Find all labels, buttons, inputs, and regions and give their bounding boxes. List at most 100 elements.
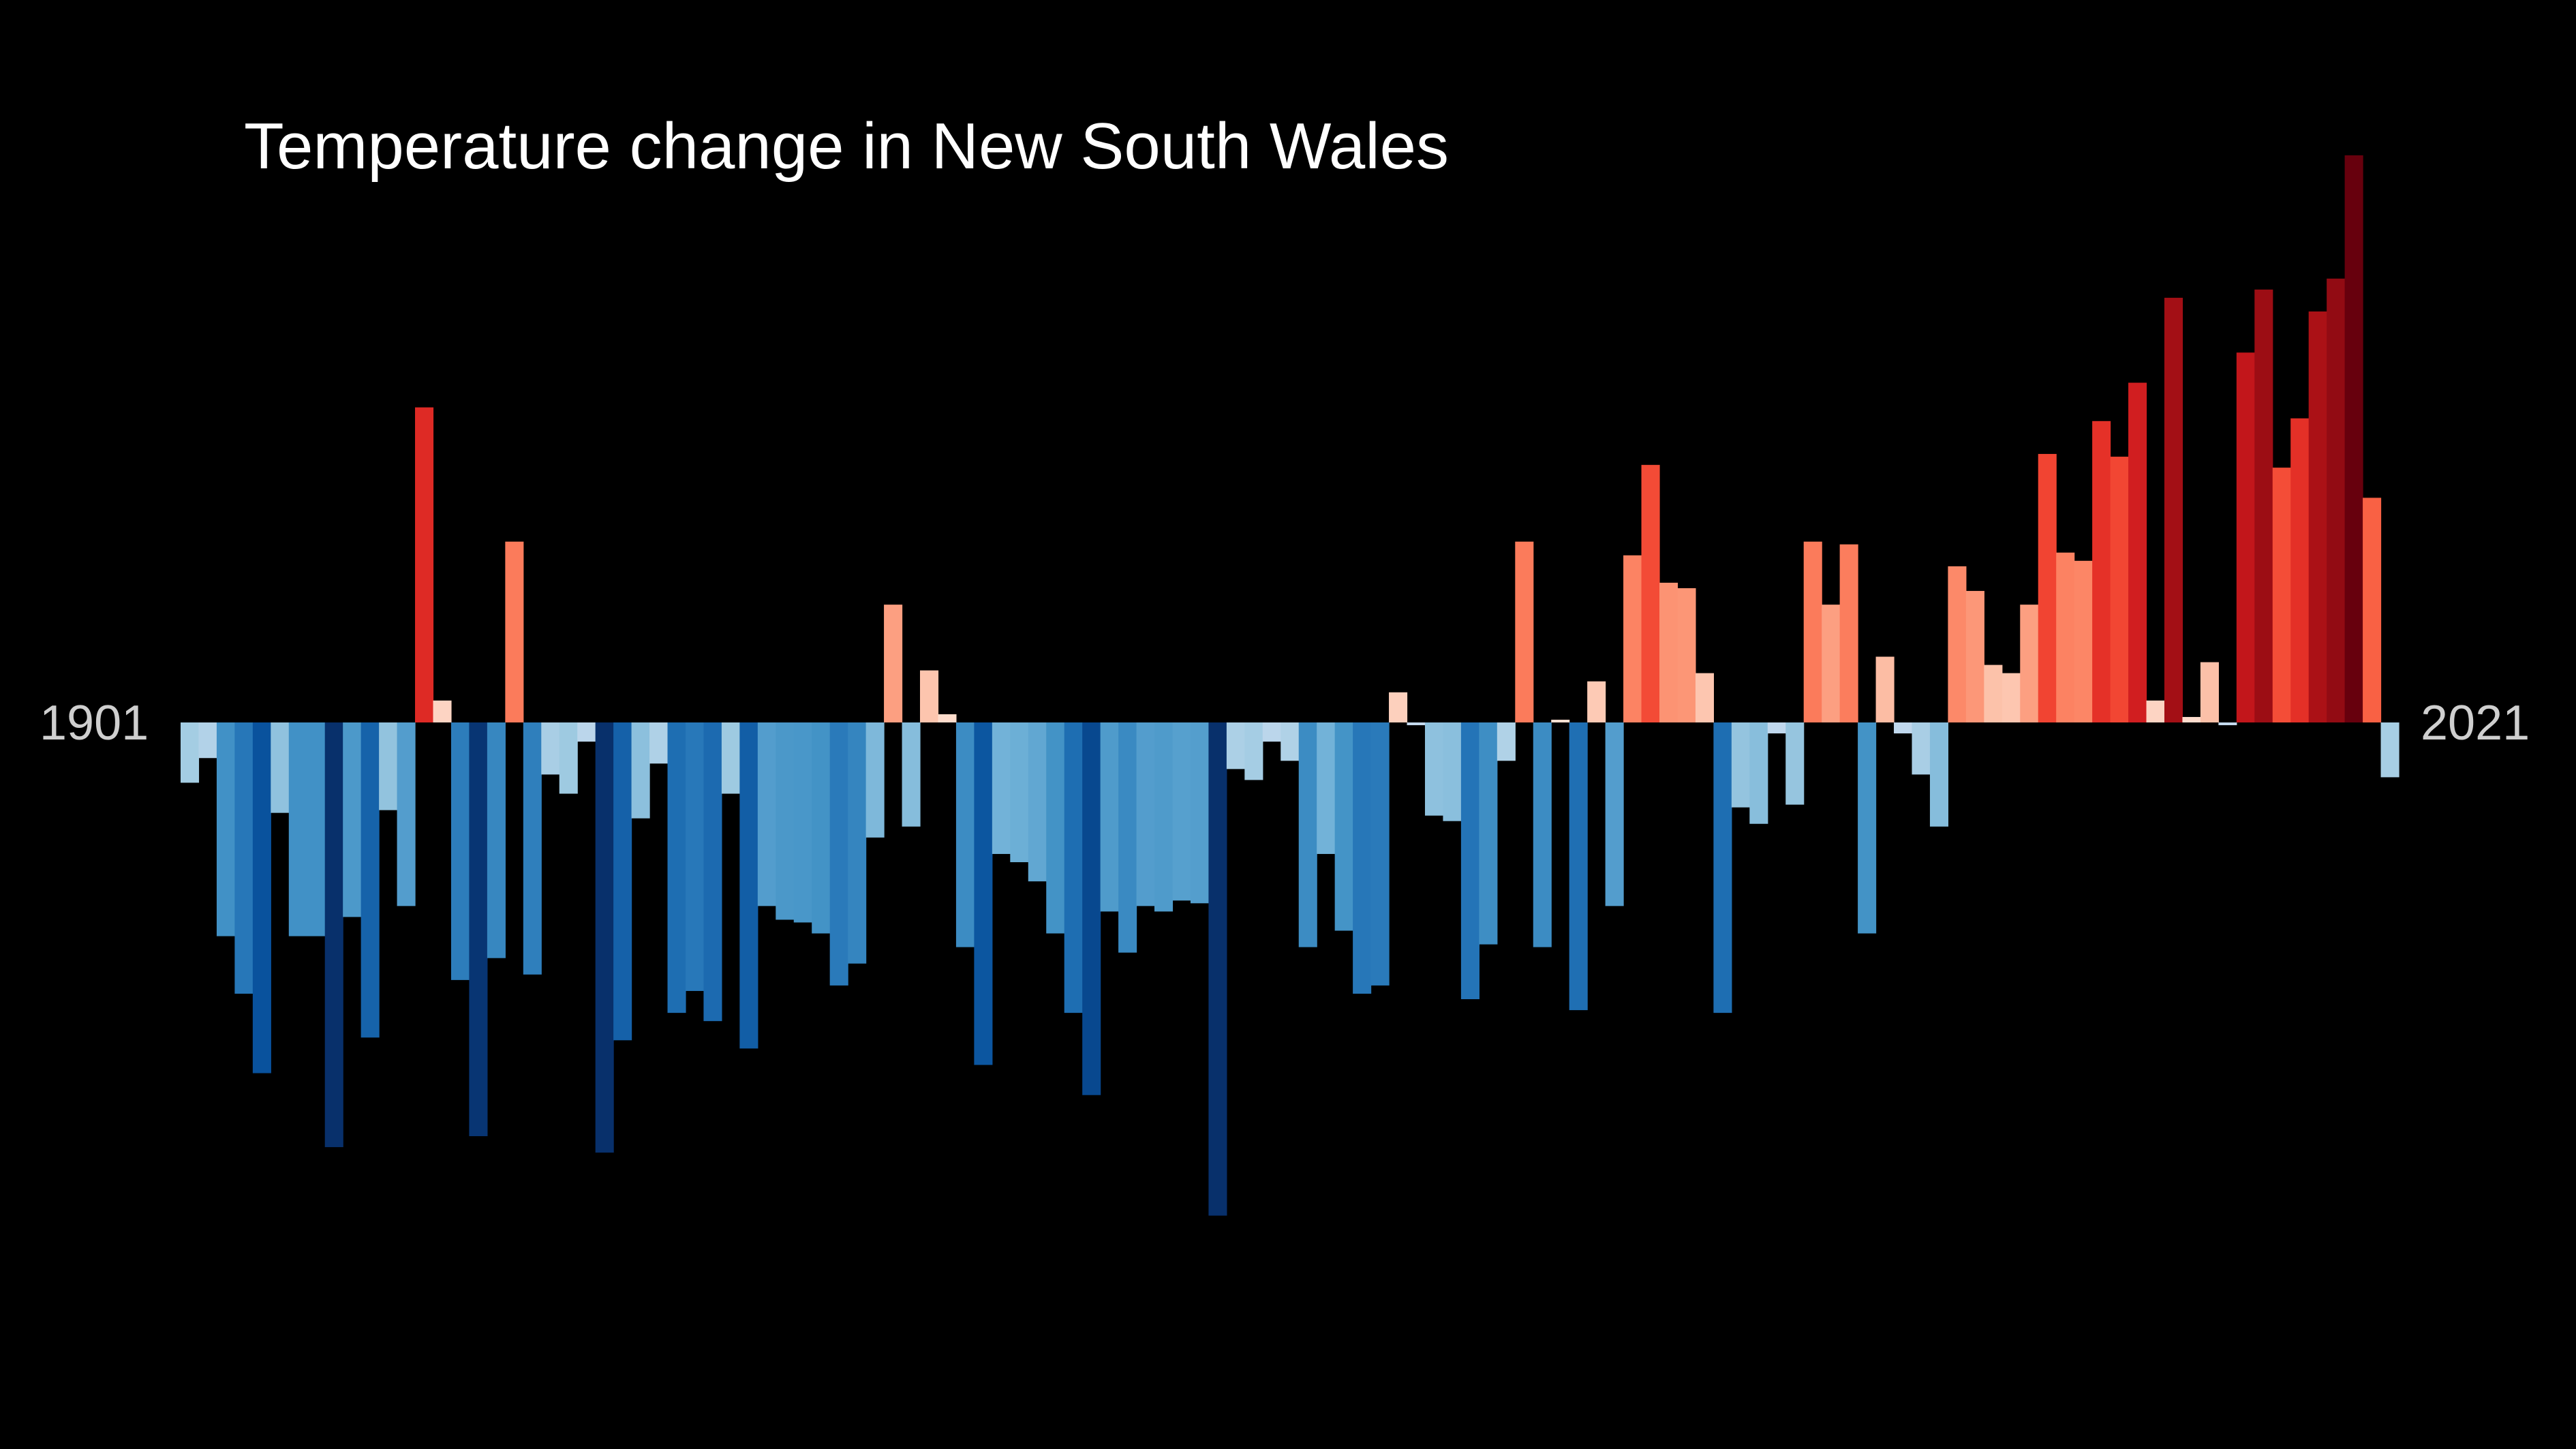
bar-2016 <box>2254 289 2273 723</box>
bar-1914 <box>415 407 434 722</box>
bar-1921 <box>541 722 560 775</box>
bar-1944 <box>955 722 975 947</box>
bar-1962 <box>1281 722 1300 761</box>
bar-1940 <box>884 605 903 722</box>
bar-2023 <box>2380 722 2399 778</box>
bar-1951 <box>1082 722 1101 1095</box>
bar-1937 <box>829 722 848 986</box>
bar-2005 <box>2056 552 2075 722</box>
bar-1904 <box>234 722 254 994</box>
bar-1907 <box>288 722 307 936</box>
bar-1908 <box>307 722 326 936</box>
bar-1932 <box>739 722 758 1049</box>
bar-1946 <box>992 722 1011 854</box>
bar-1995 <box>1875 656 1895 722</box>
bar-1972 <box>1460 722 1479 1000</box>
start-year-label: 1901 <box>40 696 149 750</box>
bar-1912 <box>379 722 398 810</box>
bar-1982 <box>1641 465 1660 722</box>
bar-1968 <box>1389 692 1408 722</box>
bar-2017 <box>2272 468 2291 722</box>
bar-1936 <box>812 722 831 934</box>
bar-2019 <box>2308 311 2327 722</box>
bar-1977 <box>1551 719 1570 722</box>
bar-1954 <box>1136 722 1155 906</box>
bar-2003 <box>2020 605 2039 722</box>
bar-2014 <box>2218 722 2237 726</box>
bar-1965 <box>1334 722 1353 931</box>
bar-1976 <box>1533 722 1552 947</box>
bar-2010 <box>2146 700 2165 722</box>
bar-1960 <box>1244 722 1263 780</box>
bar-1903 <box>216 722 235 936</box>
bar-2012 <box>2182 716 2201 722</box>
bar-1952 <box>1100 722 1119 912</box>
bar-2008 <box>2110 457 2129 722</box>
bar-1942 <box>920 670 939 722</box>
bar-2004 <box>2038 454 2057 722</box>
bar-1959 <box>1226 722 1245 769</box>
bar-1929 <box>685 722 705 991</box>
bar-1945 <box>974 722 993 1065</box>
bar-1971 <box>1443 722 1462 821</box>
bar-1931 <box>721 722 740 794</box>
bar-1956 <box>1172 722 1191 901</box>
bar-1985 <box>1695 673 1714 722</box>
bar-1966 <box>1353 722 1372 994</box>
bar-1990 <box>1785 722 1805 805</box>
bar-1913 <box>397 722 416 906</box>
bar-1909 <box>324 722 343 1148</box>
bar-1979 <box>1587 681 1606 722</box>
bar-1930 <box>703 722 722 1022</box>
bar-2001 <box>1984 665 2003 722</box>
bar-1939 <box>865 722 885 838</box>
bar-2002 <box>2002 673 2021 722</box>
bar-1950 <box>1064 722 1083 1013</box>
bar-2020 <box>2327 278 2346 722</box>
bar-1934 <box>776 722 795 920</box>
bar-1987 <box>1731 722 1750 808</box>
bar-1949 <box>1046 722 1065 934</box>
bar-1974 <box>1497 722 1516 761</box>
bar-1910 <box>343 722 362 917</box>
bar-1989 <box>1767 722 1786 734</box>
bar-2013 <box>2200 662 2219 722</box>
bar-1902 <box>198 722 217 759</box>
bar-2000 <box>1965 591 1984 722</box>
bar-1906 <box>271 722 290 813</box>
bar-1967 <box>1370 722 1390 986</box>
bar-1925 <box>613 722 632 1041</box>
bar-1999 <box>1948 566 1967 722</box>
bar-1918 <box>487 722 506 958</box>
bar-1978 <box>1569 722 1588 1011</box>
bar-1928 <box>667 722 686 1013</box>
bar-1953 <box>1118 722 1137 953</box>
bar-1991 <box>1803 541 1822 722</box>
bar-1927 <box>649 722 669 764</box>
bar-1933 <box>757 722 776 906</box>
bar-1980 <box>1605 722 1624 906</box>
bar-1973 <box>1479 722 1498 945</box>
bar-2007 <box>2092 421 2111 722</box>
bar-1970 <box>1424 722 1444 816</box>
bar-2015 <box>2236 352 2255 722</box>
bar-1901 <box>181 722 200 783</box>
bar-1916 <box>450 722 470 980</box>
bar-1993 <box>1839 544 1858 722</box>
end-year-label: 2021 <box>2421 696 2530 750</box>
bar-1919 <box>505 541 524 722</box>
bar-1905 <box>252 722 271 1073</box>
bar-1935 <box>793 722 812 923</box>
bar-1947 <box>1010 722 1029 863</box>
bar-1998 <box>1929 722 1949 827</box>
bar-2018 <box>2290 418 2310 722</box>
bar-1969 <box>1407 722 1426 726</box>
bar-1926 <box>631 722 650 819</box>
bar-1994 <box>1858 722 1877 934</box>
bar-1941 <box>902 722 921 827</box>
bar-1922 <box>559 722 578 794</box>
bar-1957 <box>1190 722 1210 904</box>
bar-1915 <box>433 700 452 722</box>
bar-1958 <box>1208 722 1227 1216</box>
